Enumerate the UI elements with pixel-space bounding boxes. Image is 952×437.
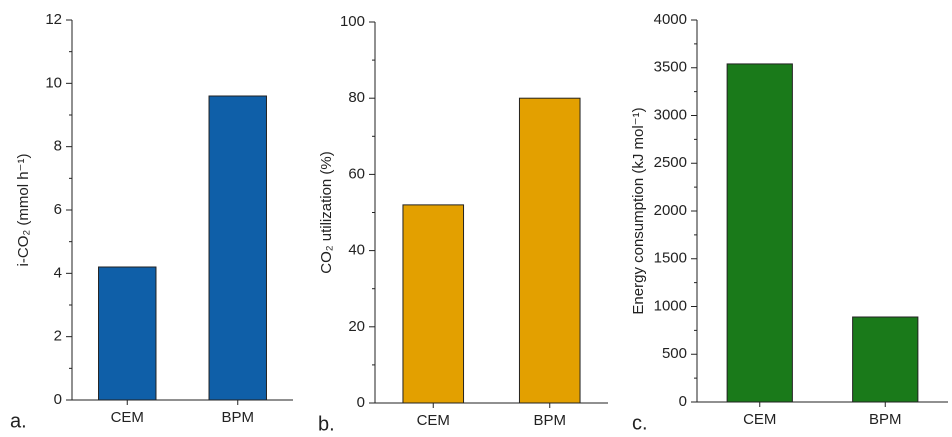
y-tick-label: 2 — [54, 328, 62, 345]
panel-label: c. — [632, 412, 648, 432]
y-tick-label: 4 — [54, 264, 62, 281]
bar — [208, 95, 267, 401]
bar — [726, 63, 793, 403]
bar — [852, 316, 919, 403]
y-axis-label: Energy consumption (kJ mol⁻¹) — [630, 107, 647, 314]
y-tick-label: 10 — [45, 74, 62, 91]
y-tick-label: 100 — [340, 13, 365, 30]
x-tick-label: CEM — [111, 409, 144, 426]
y-tick-label: 1500 — [654, 250, 687, 267]
panel-label: b. — [318, 413, 335, 432]
y-axis-label: i-CO₂ (mmol h⁻¹) — [15, 154, 32, 267]
y-tick-label: 20 — [348, 318, 365, 335]
y-tick-label: 80 — [348, 89, 365, 106]
y-tick-label: 12 — [45, 11, 62, 28]
y-tick-label: 4000 — [654, 11, 687, 28]
y-tick-label: 2500 — [654, 154, 687, 171]
y-tick-label: 3000 — [654, 106, 687, 123]
x-tick-label: BPM — [869, 411, 902, 428]
y-tick-label: 60 — [348, 165, 365, 182]
y-tick-label: 3500 — [654, 59, 687, 76]
y-axis-label: CO₂ utilization (%) — [318, 151, 335, 274]
bar — [98, 266, 157, 401]
y-tick-label: 1000 — [654, 297, 687, 314]
y-tick-label: 500 — [662, 345, 687, 362]
y-tick-label: 0 — [357, 394, 365, 411]
panel-label: a. — [10, 410, 27, 432]
x-tick-label: CEM — [417, 412, 450, 429]
y-tick-label: 0 — [54, 391, 62, 408]
y-tick-label: 2000 — [654, 202, 687, 219]
bar — [402, 204, 465, 404]
x-tick-label: BPM — [221, 409, 254, 426]
y-tick-label: 6 — [54, 201, 62, 218]
y-tick-label: 0 — [679, 393, 687, 410]
y-tick-label: 40 — [348, 242, 365, 259]
x-tick-label: BPM — [533, 412, 566, 429]
x-tick-label: CEM — [743, 411, 776, 428]
bar — [518, 97, 581, 404]
y-tick-label: 8 — [54, 138, 62, 155]
